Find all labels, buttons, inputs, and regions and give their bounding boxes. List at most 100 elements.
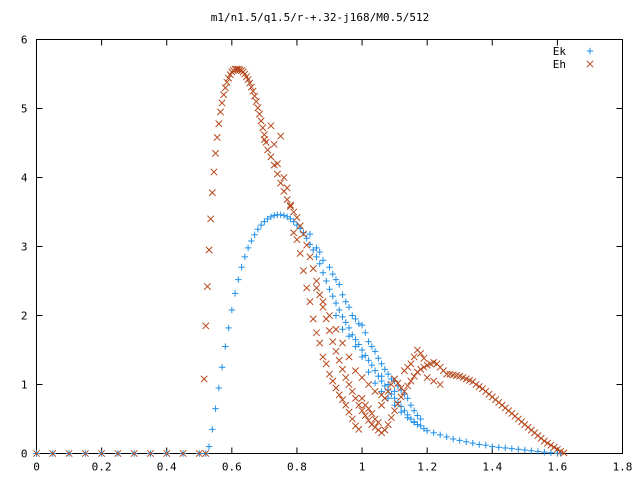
eh-point	[244, 75, 252, 84]
eh-point	[316, 339, 324, 347]
eh-point	[306, 253, 314, 261]
ek-point	[417, 415, 424, 423]
legend-marker	[586, 60, 594, 68]
ek-point	[339, 313, 346, 321]
ek-point	[508, 445, 516, 452]
ek-point	[362, 352, 369, 359]
ek-point	[443, 433, 450, 441]
ek-point	[313, 244, 320, 252]
ek-point	[404, 414, 411, 421]
ek-point	[384, 381, 392, 388]
eh-point	[312, 329, 321, 337]
eh-point	[218, 99, 226, 107]
ek-point	[414, 412, 421, 419]
eh-point	[407, 360, 415, 368]
eh-point	[544, 439, 552, 447]
ek-point	[541, 448, 548, 456]
eh-point	[417, 365, 425, 373]
ek-point	[251, 231, 258, 238]
ek-point	[231, 290, 239, 297]
ek-point	[384, 370, 392, 378]
ek-point	[319, 269, 327, 276]
ek-point	[303, 235, 310, 242]
eh-point	[332, 347, 340, 355]
ek-point	[329, 292, 336, 300]
eh-point	[264, 146, 272, 154]
ek-point	[228, 306, 236, 314]
eh-point	[277, 179, 285, 187]
ek-point	[342, 298, 349, 305]
eh-point	[286, 202, 294, 211]
ek-point	[534, 448, 542, 455]
eh-point	[325, 311, 334, 320]
ek-point	[365, 368, 372, 376]
y-tick-label: 3	[21, 241, 28, 254]
eh-point	[267, 122, 275, 130]
eh-point	[410, 372, 418, 380]
eh-point	[255, 110, 264, 118]
eh-point	[257, 117, 265, 125]
eh-point	[371, 387, 379, 395]
eh-point	[365, 380, 373, 389]
eh-point	[98, 449, 106, 458]
ek-point	[323, 277, 330, 285]
ek-point	[349, 312, 356, 319]
ek-point	[391, 388, 398, 395]
eh-point	[210, 168, 218, 176]
eh-point	[394, 400, 402, 408]
x-tick-label: 1	[359, 461, 366, 474]
eh-point	[358, 394, 366, 402]
eh-point	[306, 298, 314, 306]
eh-point	[213, 133, 221, 142]
eh-point	[472, 380, 480, 389]
ek-point	[502, 444, 509, 452]
ek-point	[521, 446, 529, 454]
eh-point	[550, 443, 558, 451]
ek-point	[257, 221, 265, 229]
ek-point	[358, 346, 366, 354]
eh-point	[420, 363, 428, 371]
ek-point	[365, 338, 372, 345]
legend-label: Ek	[553, 45, 567, 58]
eh-point	[280, 173, 288, 182]
eh-point	[420, 354, 428, 362]
y-tick-label: 5	[21, 103, 28, 116]
eh-point	[361, 411, 369, 420]
eh-point	[397, 384, 405, 392]
eh-point	[378, 391, 386, 399]
ek-point	[368, 361, 376, 369]
eh-point	[283, 184, 291, 192]
eh-point	[221, 84, 229, 92]
eh-point	[358, 374, 366, 382]
eh-point	[49, 449, 57, 458]
ek-point	[345, 333, 353, 340]
ek-point	[342, 319, 349, 326]
ek-point	[362, 329, 369, 336]
ek-point	[375, 355, 382, 362]
ek-point	[319, 257, 327, 264]
eh-point	[286, 201, 294, 209]
ek-point	[283, 213, 291, 221]
eh-point	[430, 377, 438, 385]
eh-point	[267, 153, 275, 161]
ek-point	[371, 379, 379, 387]
eh-point	[236, 66, 244, 74]
x-tick-label: 1.2	[417, 461, 437, 474]
eh-point	[338, 339, 347, 347]
ek-point	[329, 270, 336, 278]
eh-point	[249, 87, 257, 95]
ek-point	[365, 357, 372, 364]
ek-point	[456, 437, 463, 444]
data-points	[32, 65, 568, 458]
ek-point	[267, 213, 275, 221]
x-tick-label: 0.8	[287, 461, 307, 474]
eh-point	[207, 215, 215, 223]
y-tick-label: 0	[21, 448, 28, 461]
eh-point	[81, 449, 89, 458]
eh-point	[252, 98, 260, 106]
ek-point	[313, 253, 320, 261]
eh-point	[365, 405, 373, 413]
eh-point	[303, 241, 311, 249]
ek-point	[391, 395, 398, 402]
ek-point	[423, 427, 431, 434]
